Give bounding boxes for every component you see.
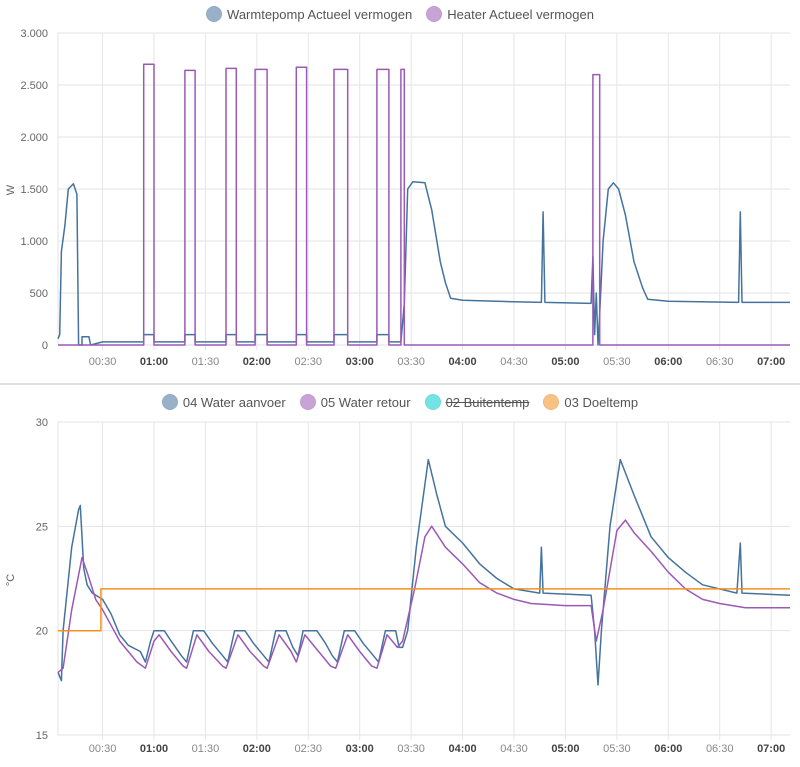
legend-label: Heater Actueel vermogen xyxy=(447,6,594,22)
x-tick-label: 04:30 xyxy=(500,356,528,368)
legend-color-icon xyxy=(543,394,560,410)
y-axis-label: W xyxy=(5,184,17,195)
y-tick-label: 30 xyxy=(36,417,48,429)
x-tick-label: 06:00 xyxy=(654,356,682,368)
y-axis-label: °C xyxy=(5,574,17,586)
x-tick-label: 06:00 xyxy=(654,743,682,755)
legend-item[interactable]: 05 Water retour xyxy=(299,394,411,410)
x-tick-label: 00:30 xyxy=(89,743,117,755)
legend-color-icon xyxy=(161,394,178,410)
chart-divider xyxy=(0,383,800,385)
x-tick-label: 02:30 xyxy=(295,743,323,755)
x-tick-label: 02:00 xyxy=(243,356,271,368)
x-tick-label: 05:00 xyxy=(551,356,579,368)
x-tick-label: 06:30 xyxy=(706,356,734,368)
y-tick-label: 0 xyxy=(42,340,48,352)
series-line-05-water-retour xyxy=(57,519,790,673)
legend-label: 02 Buitentemp xyxy=(445,394,530,410)
x-tick-label: 04:30 xyxy=(500,743,528,755)
x-tick-label: 03:30 xyxy=(397,356,425,368)
x-tick-label: 04:00 xyxy=(449,743,477,755)
legend-color-icon xyxy=(299,394,316,410)
y-tick-label: 1.500 xyxy=(20,184,48,196)
legend-item[interactable]: Warmtepomp Actueel vermogen xyxy=(206,6,412,22)
legend-item[interactable]: 02 Buitentemp xyxy=(424,394,530,410)
x-tick-label: 03:30 xyxy=(397,743,425,755)
legend-label: 05 Water retour xyxy=(320,394,411,410)
legend-color-icon xyxy=(424,394,441,410)
y-tick-label: 500 xyxy=(30,288,48,300)
y-tick-label: 20 xyxy=(36,626,48,638)
x-tick-label: 03:00 xyxy=(346,356,374,368)
series-line-warmtepomp-actueel-vermogen xyxy=(57,180,790,346)
power-chart: 0 500 1.000 1.500 2.000 2.500 3.000 00:30 01:00 0… xyxy=(5,28,790,368)
x-tick-label: 05:30 xyxy=(603,356,631,368)
legend-item[interactable]: 04 Water aanvoer xyxy=(161,394,286,410)
legend-color-icon xyxy=(426,6,443,22)
legend-color-icon xyxy=(206,6,223,22)
x-tick-label: 07:00 xyxy=(757,743,785,755)
y-tick-label: 3.000 xyxy=(20,28,48,40)
legend-label: 04 Water aanvoer xyxy=(182,394,286,410)
x-tick-label: 01:30 xyxy=(192,356,220,368)
y-tick-label: 2.000 xyxy=(20,132,48,144)
series-line-03-doeltemp xyxy=(58,588,790,632)
y-tick-label: 1.000 xyxy=(20,236,48,248)
x-tick-label: 02:30 xyxy=(295,356,323,368)
temperature-legend: 04 Water aanvoer 05 Water retour 02 Buiten… xyxy=(0,394,800,410)
x-tick-label: 01:30 xyxy=(192,743,220,755)
y-tick-label: 25 xyxy=(36,521,48,533)
series-line-heater-actueel-vermogen xyxy=(58,63,790,346)
x-tick-label: 07:00 xyxy=(757,356,785,368)
x-tick-label: 02:00 xyxy=(243,743,271,755)
x-tick-label: 06:30 xyxy=(706,743,734,755)
x-tick-label: 01:00 xyxy=(140,743,168,755)
legend-label: 03 Doeltemp xyxy=(564,394,639,410)
x-tick-label: 05:30 xyxy=(603,743,631,755)
x-tick-label: 00:30 xyxy=(89,356,117,368)
y-tick-label: 15 xyxy=(36,730,48,742)
power-legend: Warmtepomp Actueel vermogen Heater Actuee… xyxy=(0,6,800,22)
x-tick-label: 05:00 xyxy=(551,743,579,755)
x-tick-label: 04:00 xyxy=(449,356,477,368)
legend-item[interactable]: 03 Doeltemp xyxy=(543,394,638,410)
y-tick-label: 2.500 xyxy=(20,80,48,92)
x-tick-label: 03:00 xyxy=(346,743,374,755)
x-tick-label: 01:00 xyxy=(140,356,168,368)
series-line-04-water-aanvoer xyxy=(57,458,791,686)
legend-item[interactable]: Heater Actueel vermogen xyxy=(426,6,594,22)
legend-label: Warmtepomp Actueel vermogen xyxy=(227,6,413,22)
